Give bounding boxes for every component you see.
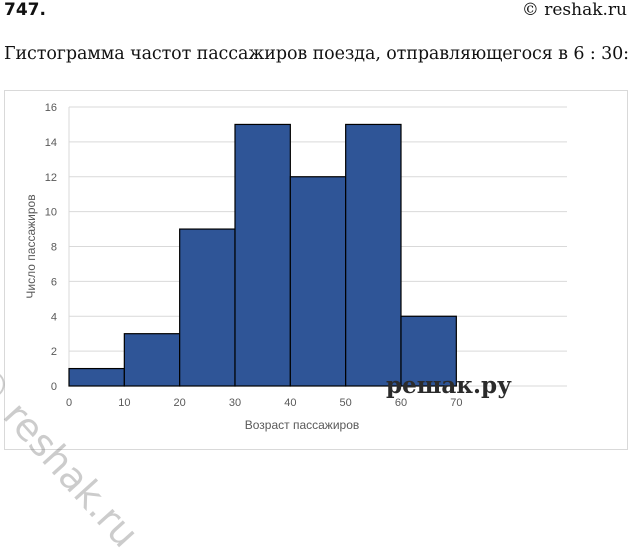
x-tick-label: 70 (450, 397, 462, 409)
y-tick-label: 16 (45, 102, 57, 114)
histogram-bar (289, 176, 347, 387)
problem-number: 747. (4, 0, 46, 20)
x-tick-label: 20 (174, 397, 186, 409)
y-tick-label: 4 (51, 311, 57, 323)
y-tick-label: 10 (45, 207, 57, 219)
problem-number-suffix: . (39, 0, 46, 20)
histogram-bar (400, 315, 457, 387)
x-tick-label: 60 (395, 397, 407, 409)
problem-number-value: 747 (4, 0, 40, 20)
y-tick-label: 6 (51, 276, 57, 288)
histogram-bar (234, 123, 291, 387)
x-axis-title: Возраст пассажиров (245, 418, 360, 432)
histogram-bar (123, 333, 181, 387)
x-tick-label: 0 (66, 397, 72, 409)
histogram-bar (345, 123, 402, 387)
x-tick-label: 50 (340, 397, 352, 409)
figure-caption: Гистограмма частот пассажиров поезда, от… (4, 44, 629, 64)
y-tick-label: 8 (51, 242, 57, 254)
chart-area: 0 2 4 6 8 10 12 14 16 0 10 20 30 40 50 60 70 Возраст пасс… (4, 90, 628, 450)
x-tick-label: 10 (118, 397, 130, 409)
y-tick-label: 0 (51, 381, 57, 393)
x-tick-label: 30 (229, 397, 241, 409)
y-tick-label: 12 (45, 172, 57, 184)
y-axis-title: Число пассажиров (24, 194, 38, 298)
y-tick-label: 14 (45, 137, 57, 149)
histogram-chart: 0 2 4 6 8 10 12 14 16 0 10 20 30 40 50 60 70 Возраст пасс… (24, 102, 567, 432)
bottom-watermark: решак.ру (386, 372, 512, 399)
histogram-bar (179, 228, 236, 387)
histogram-bar (68, 367, 125, 387)
copyright-text: © reshak.ru (521, 0, 627, 20)
y-tick-label: 2 (51, 346, 57, 358)
x-tick-label: 40 (284, 397, 296, 409)
